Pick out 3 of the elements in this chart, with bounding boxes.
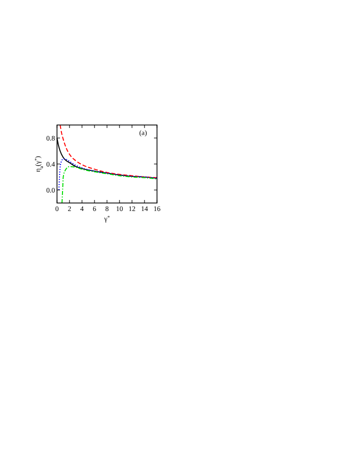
- line-series: [60, 124, 158, 178]
- line-series: [62, 166, 158, 204]
- line-series: [58, 158, 158, 190]
